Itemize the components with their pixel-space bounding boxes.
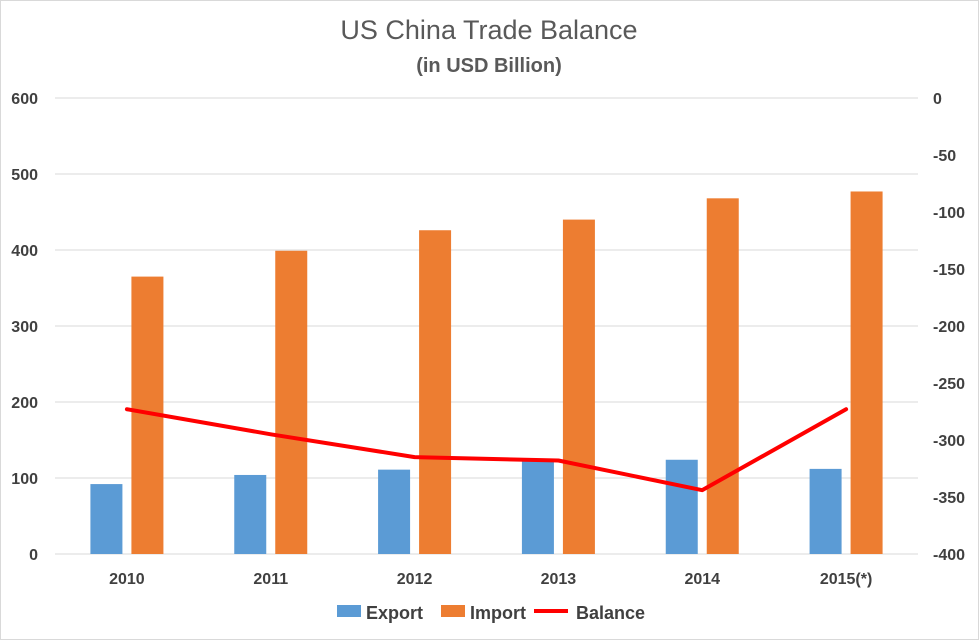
x-tick-label: 2011: [253, 571, 288, 588]
import-bar: [706, 198, 739, 554]
x-tick-label: 2013: [541, 571, 577, 588]
balance-line-layer: [124, 407, 849, 493]
right-tick-label: -50: [933, 148, 956, 165]
right-tick-label: -350: [933, 490, 965, 507]
import-bar: [850, 191, 883, 555]
left-tick-label: 600: [11, 91, 38, 108]
x-axis: 2010 2011 2012 2013 2014 2015(*): [109, 571, 872, 588]
left-tick-label: 500: [11, 167, 38, 184]
right-tick-label: -250: [933, 376, 965, 393]
right-tick-label: -400: [933, 547, 965, 564]
balance-line: [124, 407, 849, 493]
x-tick-label: 2012: [397, 571, 433, 588]
export-bar: [665, 459, 698, 554]
right-tick-label: 0: [933, 91, 942, 108]
left-tick-label: 200: [11, 395, 38, 412]
right-tick-label: -100: [933, 205, 965, 222]
x-tick-label: 2010: [109, 571, 145, 588]
bars: [90, 191, 883, 555]
export-legend-swatch: [337, 605, 361, 617]
right-axis: 0 -50 -100 -150 -200 -250 -300 -350 -400: [933, 91, 965, 564]
chart-title: US China Trade Balance: [340, 15, 637, 45]
balance-legend-label: Balance: [576, 603, 645, 623]
x-tick-label: 2015(*): [820, 571, 872, 588]
left-tick-label: 300: [11, 319, 38, 336]
gridlines: [55, 97, 918, 555]
import-legend-label: Import: [470, 603, 526, 623]
export-bar: [521, 461, 554, 554]
import-bar: [275, 250, 308, 554]
export-bar: [90, 484, 123, 554]
left-tick-label: 100: [11, 471, 38, 488]
export-bar: [809, 468, 842, 554]
right-tick-label: -300: [933, 433, 965, 450]
import-legend-swatch: [441, 605, 465, 617]
export-legend-label: Export: [366, 603, 423, 623]
left-axis: 0 100 200 300 400 500 600: [11, 91, 38, 564]
import-bar: [562, 219, 595, 554]
import-bar: [419, 230, 452, 555]
export-bar: [234, 474, 267, 554]
chart-subtitle: (in USD Billion): [416, 55, 562, 77]
legend: Export Import Balance: [337, 603, 645, 623]
x-tick-label: 2014: [684, 571, 720, 588]
left-tick-label: 400: [11, 243, 38, 260]
export-bar: [378, 469, 411, 554]
right-tick-label: -200: [933, 319, 965, 336]
left-tick-label: 0: [29, 547, 38, 564]
right-tick-label: -150: [933, 262, 965, 279]
